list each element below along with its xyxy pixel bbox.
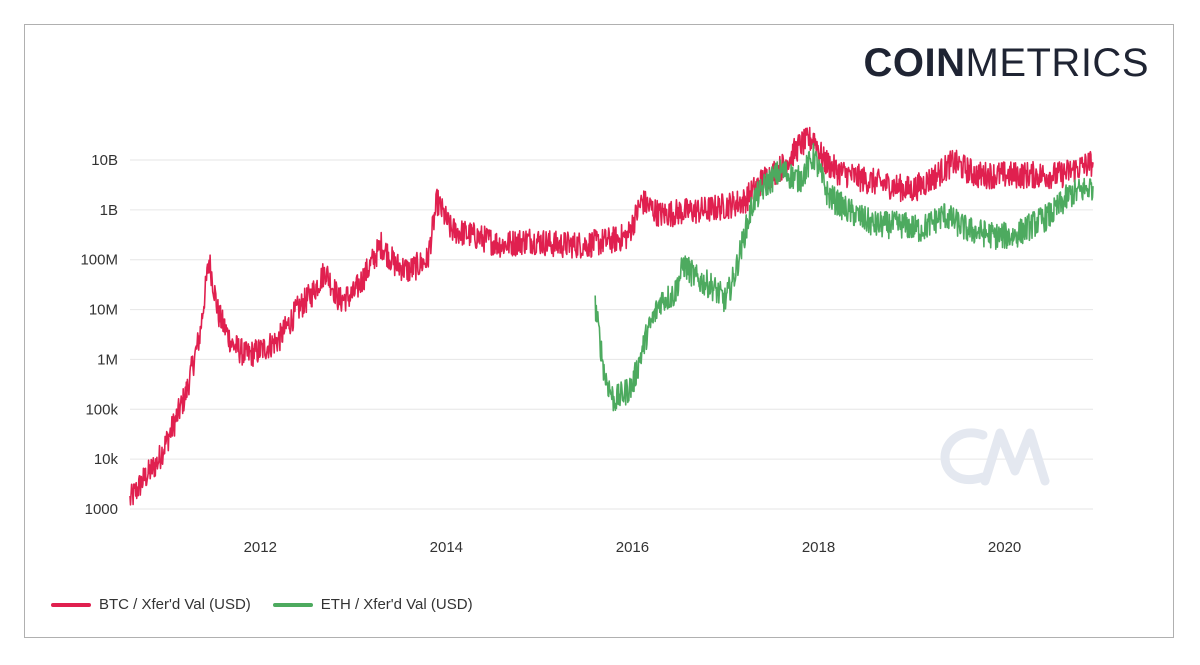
legend-label-eth: ETH / Xfer'd Val (USD) <box>320 596 473 613</box>
legend: BTC / Xfer'd Val (USD) ETH / Xfer'd Val … <box>51 596 473 613</box>
y-tick-label: 10B <box>91 152 118 169</box>
legend-item-btc[interactable]: BTC / Xfer'd Val (USD) <box>51 596 251 613</box>
y-tick-label: 10k <box>94 451 119 468</box>
legend-item-eth[interactable]: ETH / Xfer'd Val (USD) <box>272 596 473 613</box>
x-tick-label: 2020 <box>988 539 1021 556</box>
chart-frame: COINMETRICS 1000 10k 100k 1M 10M 100M 1B 10B 20… <box>24 24 1174 638</box>
y-tick-label: 1M <box>97 351 118 368</box>
y-tick-label: 100M <box>80 252 118 269</box>
legend-swatch-eth <box>272 602 313 607</box>
legend-label-btc: BTC / Xfer'd Val (USD) <box>99 596 251 613</box>
y-tick-label: 1B <box>100 202 118 219</box>
series-lines <box>129 126 1094 506</box>
x-tick-label: 2018 <box>802 539 835 556</box>
legend-swatch-btc <box>51 602 91 607</box>
y-tick-label: 100k <box>85 401 118 418</box>
eth-series-line <box>594 143 1094 412</box>
logo-bold-text: COIN <box>863 41 966 85</box>
y-tick-label: 1000 <box>85 501 118 518</box>
x-tick-label: 2016 <box>616 539 649 556</box>
x-axis-ticks: 2012 2014 2016 2018 2020 <box>244 539 1022 556</box>
y-tick-label: 10M <box>89 302 118 319</box>
y-axis-ticks: 1000 10k 100k 1M 10M 100M 1B 10B <box>80 152 118 518</box>
cm-watermark-icon <box>940 428 1050 486</box>
coinmetrics-logo: COINMETRICS <box>864 43 1150 83</box>
btc-series-line <box>129 126 1094 506</box>
gridlines <box>130 159 1093 510</box>
x-tick-label: 2014 <box>430 539 463 556</box>
x-tick-label: 2012 <box>244 539 277 556</box>
logo-light-text: METRICS <box>965 41 1149 85</box>
